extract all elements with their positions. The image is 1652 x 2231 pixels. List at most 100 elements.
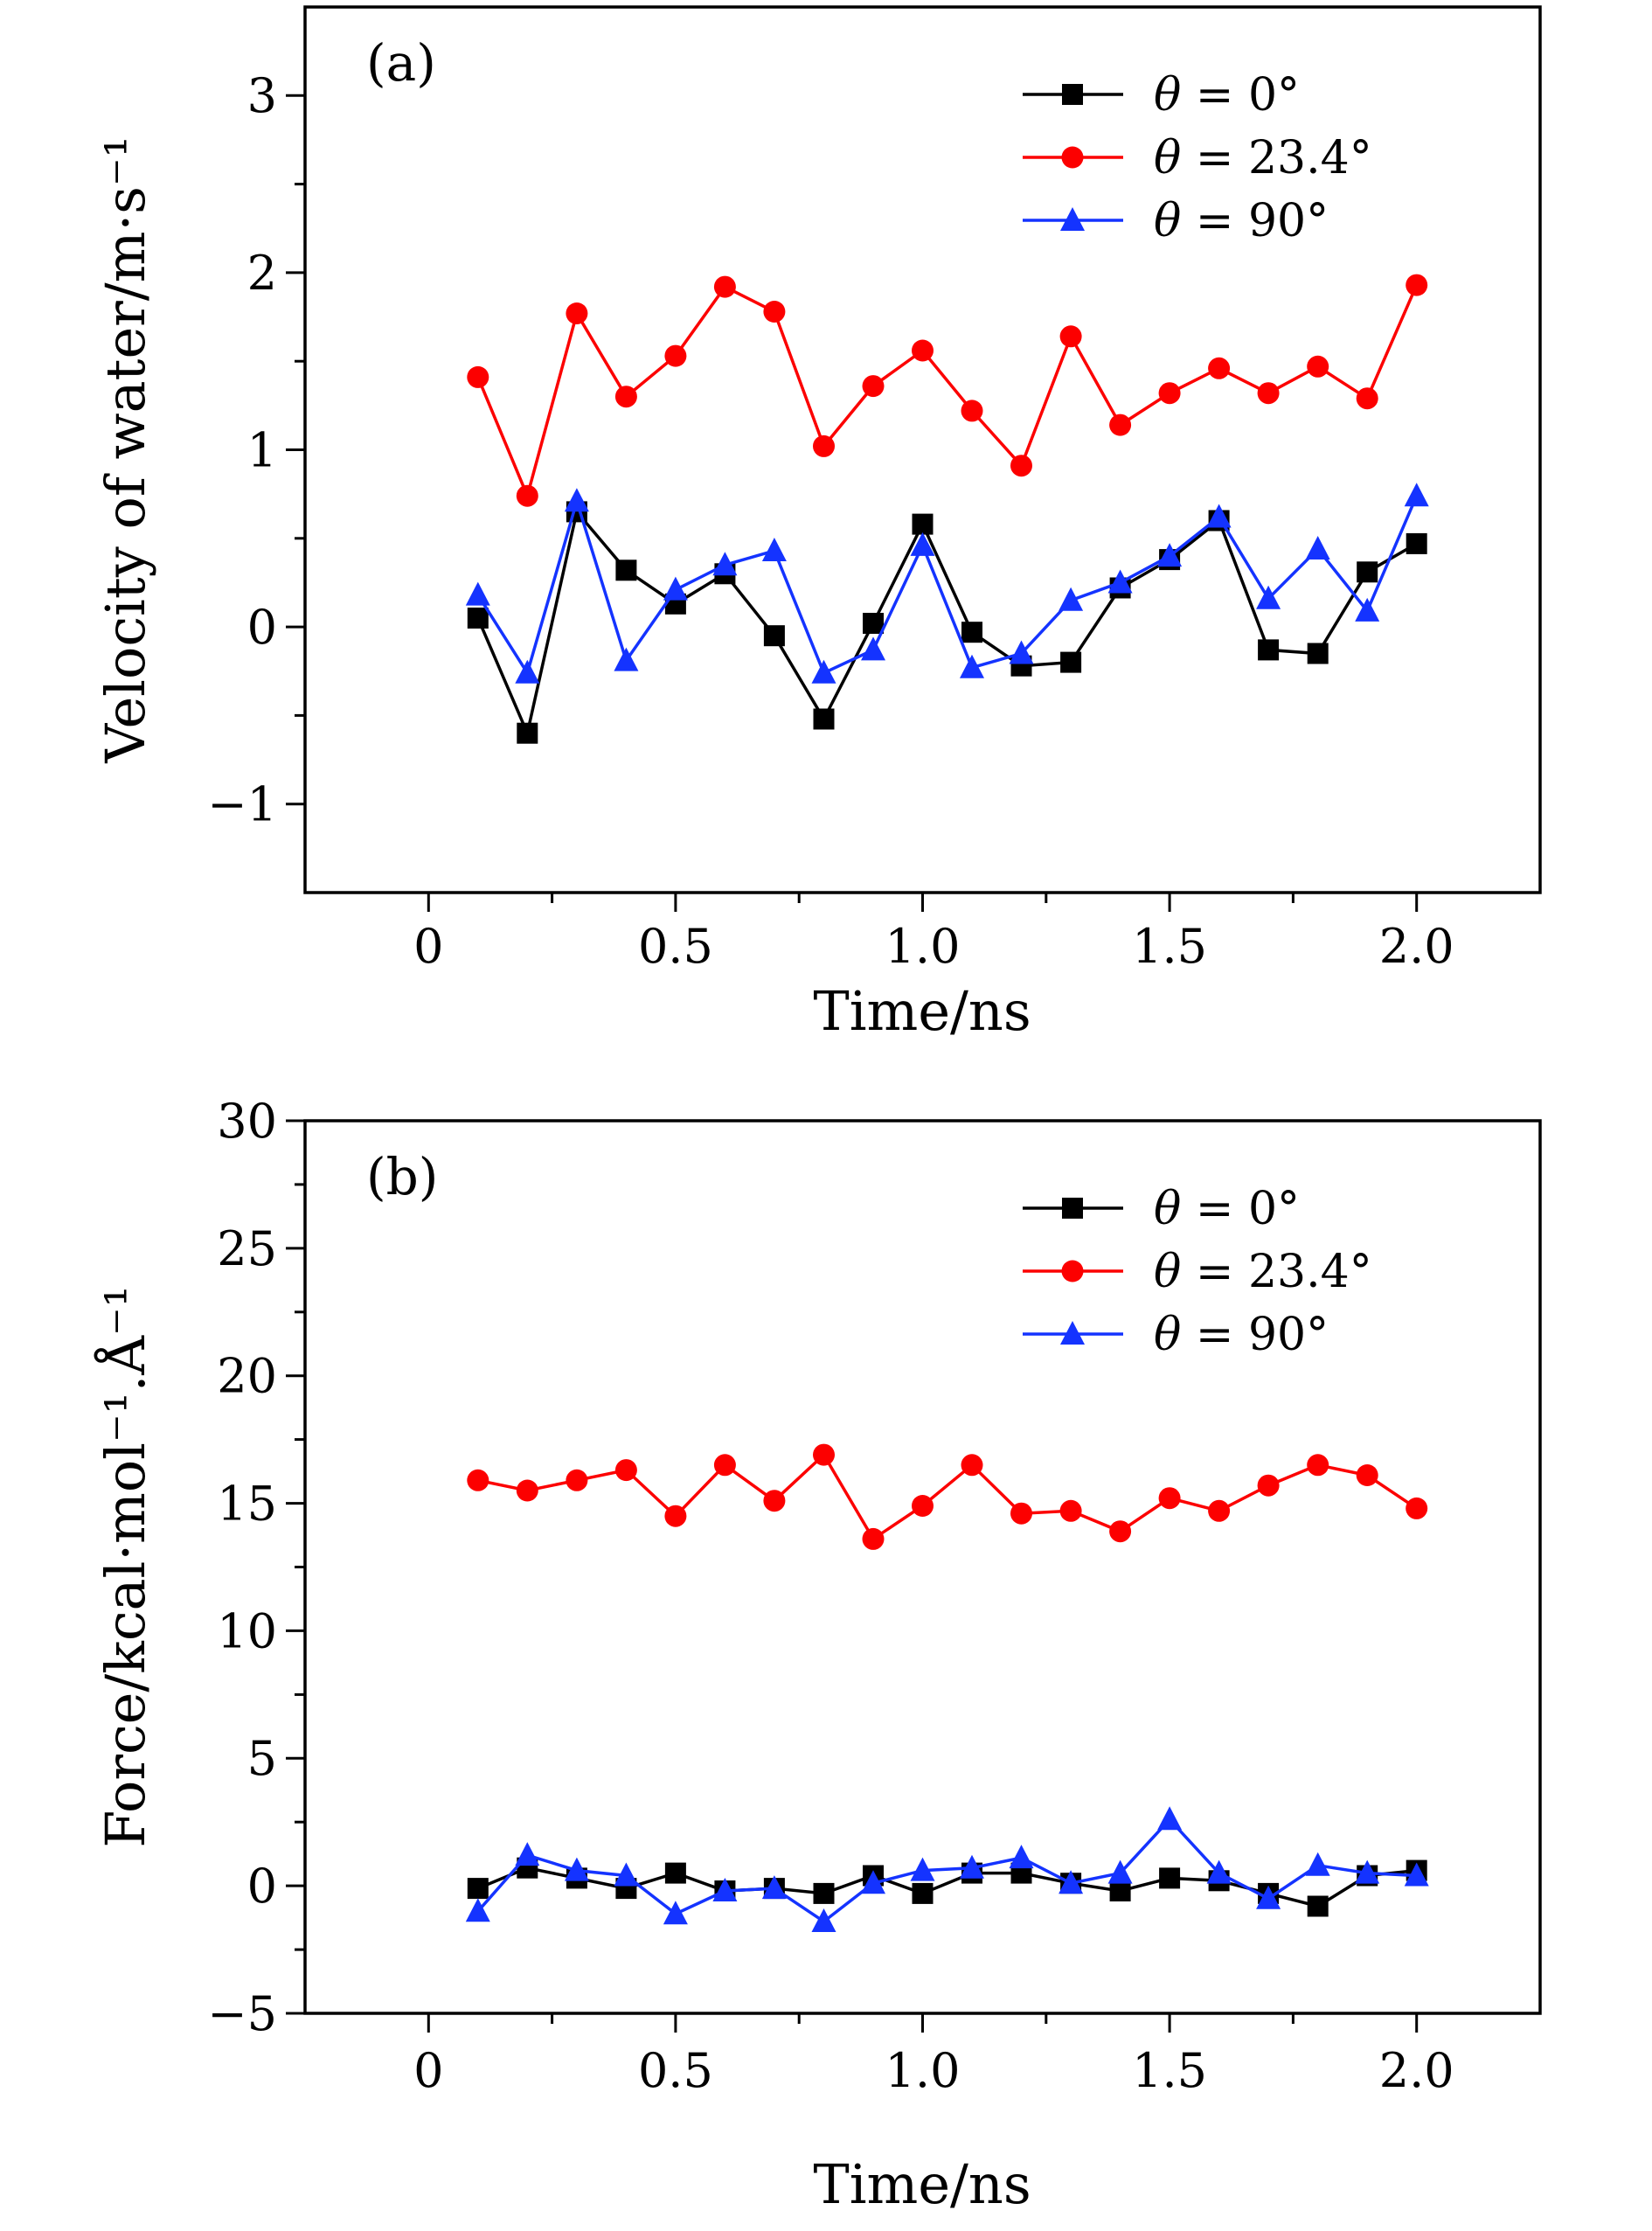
data-point xyxy=(813,1882,835,1904)
x-tick-label: 0.5 xyxy=(638,2043,713,2098)
data-point xyxy=(1307,1895,1329,1917)
data-point xyxy=(862,1527,885,1550)
y-tick-label: 0 xyxy=(247,1859,277,1914)
data-line xyxy=(476,495,1419,678)
data-point xyxy=(1010,455,1032,477)
data-point xyxy=(517,722,538,744)
panel-b-tag: (b) xyxy=(366,1147,438,1206)
legend-marker xyxy=(1060,1321,1085,1345)
data-point xyxy=(467,608,489,629)
data-point xyxy=(763,625,785,647)
data-point xyxy=(713,275,736,298)
data-point xyxy=(863,613,884,634)
data-point xyxy=(614,1459,637,1482)
y-tick-label: −1 xyxy=(207,777,277,832)
data-point xyxy=(1406,274,1428,296)
data-point xyxy=(1059,1870,1084,1894)
x-tick-label: 0.5 xyxy=(638,919,713,974)
plot-frame xyxy=(303,1119,1542,2015)
legend-label: θ = 0° xyxy=(1154,1183,1300,1235)
data-point xyxy=(1109,1880,1131,1901)
data-point xyxy=(1356,387,1378,410)
y-tick-label: 20 xyxy=(217,1349,277,1404)
y-tick-label: 25 xyxy=(217,1221,277,1276)
data-point xyxy=(1158,382,1181,405)
data-point xyxy=(1357,561,1378,583)
panel-b-ylabel: Force/kcal·mol⁻¹.Å⁻¹ xyxy=(94,1285,157,1847)
data-point xyxy=(515,659,540,684)
data-point xyxy=(1010,1502,1032,1525)
data-point xyxy=(1307,643,1329,664)
data-point xyxy=(467,1878,489,1900)
x-tick-label: 2.0 xyxy=(1379,919,1454,974)
data-point xyxy=(910,532,935,556)
data-point xyxy=(912,339,934,362)
axis-ticks xyxy=(286,94,1419,912)
data-point xyxy=(1009,1845,1034,1869)
data-point xyxy=(1305,1852,1330,1876)
series-2 xyxy=(465,1806,1429,1932)
data-point xyxy=(664,1862,686,1884)
plot-frame xyxy=(303,5,1542,894)
data-point xyxy=(663,1901,688,1925)
data-point xyxy=(614,647,639,671)
data-point xyxy=(813,434,835,457)
series-0 xyxy=(467,501,1427,744)
data-point xyxy=(516,484,538,507)
plots: 0 0.5 1.0 1.5 2.0 −1 0 1 2 3 θ = 0° θ = 23.4° θ = 90… xyxy=(207,5,1542,2098)
y-tick-label: 15 xyxy=(217,1477,277,1532)
data-point xyxy=(960,1854,984,1879)
data-point xyxy=(861,1870,885,1894)
y-tick-label: 1 xyxy=(247,422,277,477)
series-1 xyxy=(467,274,1428,507)
data-point xyxy=(1009,640,1034,664)
data-point xyxy=(1404,483,1429,507)
axis-ticks xyxy=(286,1119,1419,2033)
data-point xyxy=(1307,355,1329,378)
legend-label: θ = 90° xyxy=(1154,1309,1329,1361)
data-point xyxy=(664,1505,687,1527)
y-tick-label: 10 xyxy=(217,1603,277,1658)
data-point xyxy=(961,400,983,422)
panel-b-xlabel: Time/ns xyxy=(813,2152,1031,2216)
legend-marker xyxy=(1061,146,1084,169)
data-point xyxy=(1157,543,1183,567)
data-point xyxy=(960,654,984,678)
y-tick-label: 30 xyxy=(217,1094,277,1149)
data-point xyxy=(467,365,489,388)
data-point xyxy=(663,576,688,601)
panel-a-ylabel: Velocity of water/m·s⁻¹ xyxy=(94,136,157,763)
y-tick-label: 5 xyxy=(247,1731,277,1786)
x-tick-label: 1.5 xyxy=(1132,919,1207,974)
data-point xyxy=(1305,536,1330,559)
x-tick-label: 0 xyxy=(413,2043,443,2098)
data-point xyxy=(1355,597,1380,622)
data-point xyxy=(712,1878,738,1901)
data-point xyxy=(1257,1474,1280,1497)
x-tick-label: 1.0 xyxy=(885,919,961,974)
data-point xyxy=(813,708,835,730)
data-point xyxy=(761,1875,787,1900)
data-point xyxy=(1159,1867,1181,1889)
y-tick-label: 2 xyxy=(247,246,277,301)
data-point xyxy=(1157,1806,1183,1831)
legend: θ = 0° θ = 23.4° θ = 90° xyxy=(1023,1183,1372,1361)
data-point xyxy=(862,375,885,398)
data-point xyxy=(1109,1520,1132,1543)
data-point xyxy=(515,1842,540,1866)
panel-a-tag: (a) xyxy=(366,33,436,93)
legend-label: θ = 23.4° xyxy=(1154,132,1372,184)
x-tick-label: 1.0 xyxy=(885,2043,961,2098)
legend: θ = 0° θ = 23.4° θ = 90° xyxy=(1023,69,1372,247)
data-point xyxy=(516,1479,538,1502)
data-point xyxy=(713,1454,736,1477)
data-point xyxy=(1208,357,1231,379)
data-line xyxy=(476,508,1418,739)
data-point xyxy=(961,1454,983,1477)
data-point xyxy=(912,1882,934,1904)
data-point xyxy=(1059,587,1084,611)
data-point xyxy=(1257,382,1280,405)
data-point xyxy=(566,302,588,324)
